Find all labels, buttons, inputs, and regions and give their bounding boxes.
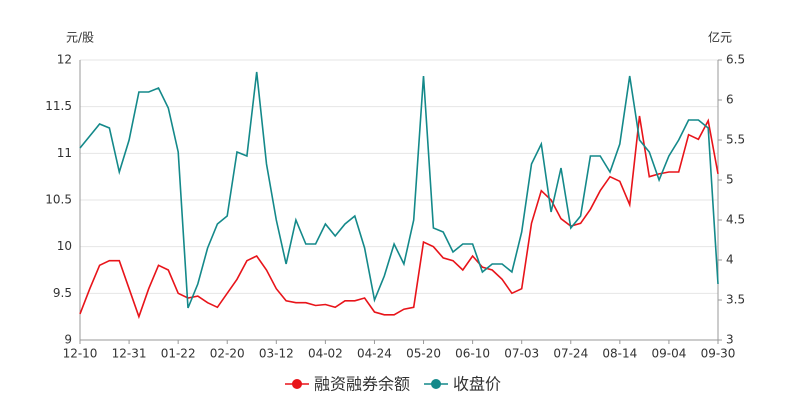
y-tick-label: 10.5 xyxy=(45,193,72,207)
y2-tick-label: 6 xyxy=(726,93,734,107)
x-tick-label: 09-04 xyxy=(651,347,686,361)
x-tick-label: 03-12 xyxy=(259,347,294,361)
x-tick-label: 06-10 xyxy=(455,347,490,361)
y-tick-label: 9.5 xyxy=(53,286,72,300)
x-tick-label: 02-20 xyxy=(210,347,245,361)
y-axis-unit: 元/股 xyxy=(66,31,94,45)
legend-marker xyxy=(431,379,442,389)
y-tick-label: 12 xyxy=(57,53,72,67)
y2-tick-label: 5 xyxy=(726,173,734,187)
y2-tick-label: 5.5 xyxy=(726,133,745,147)
y2-tick-label: 4 xyxy=(726,253,734,267)
x-tick-label: 05-20 xyxy=(406,347,441,361)
y2-tick-label: 3.5 xyxy=(726,293,745,307)
x-tick-label: 04-02 xyxy=(308,347,343,361)
y2-tick-label: 3 xyxy=(726,333,734,347)
legend-label: 收盘价 xyxy=(453,375,501,394)
legend-marker xyxy=(292,379,302,389)
x-tick-label: 12-10 xyxy=(63,347,98,361)
series-line xyxy=(79,71,719,309)
x-tick-label: 12-31 xyxy=(112,347,147,361)
y-tick-label: 11 xyxy=(57,146,72,160)
legend: 融资融券余额 收盘价 xyxy=(285,375,501,394)
x-tick-label: 08-14 xyxy=(602,347,637,361)
x-tick-label: 07-24 xyxy=(553,347,588,361)
series-line xyxy=(79,115,719,320)
legend-label: 融资融券余额 xyxy=(314,375,410,394)
y-tick-label: 10 xyxy=(57,239,72,253)
x-tick-label: 07-03 xyxy=(504,347,539,361)
y2-axis-unit: 亿元 xyxy=(708,30,732,45)
y2-tick-label: 4.5 xyxy=(726,213,745,227)
y-tick-label: 11.5 xyxy=(45,99,72,113)
x-tick-label: 09-30 xyxy=(701,347,736,361)
y-tick-label: 9 xyxy=(64,333,72,347)
x-tick-label: 01-22 xyxy=(161,347,196,361)
y2-tick-label: 6.5 xyxy=(726,53,745,67)
x-tick-label: 04-24 xyxy=(357,347,392,361)
